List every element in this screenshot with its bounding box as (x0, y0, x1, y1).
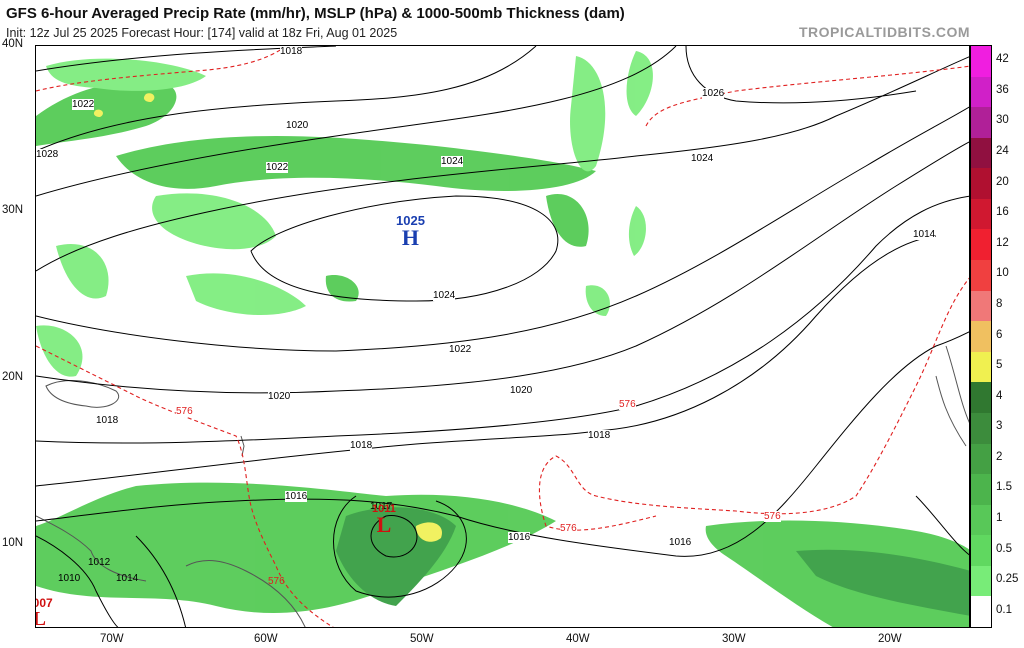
low-pressure-value: 1007 (36, 596, 53, 610)
chart-title: GFS 6-hour Averaged Precip Rate (mm/hr),… (6, 5, 625, 22)
lon-label-50w: 50W (410, 633, 434, 645)
isobar-label: 1022 (72, 99, 95, 110)
legend-swatch (971, 535, 991, 567)
isobar-label: 1022 (266, 162, 289, 173)
legend-swatch (971, 290, 991, 322)
map-canvas (36, 46, 969, 627)
legend-label: 0.1 (996, 603, 1012, 616)
legend-swatch (971, 351, 991, 383)
legend-swatch (971, 260, 991, 292)
isobar-label: 1022 (449, 344, 472, 355)
legend-label: 30 (996, 114, 1009, 127)
isobar-label: 1024 (433, 290, 456, 301)
thickness-576 (36, 46, 969, 627)
legend-swatch (971, 107, 991, 139)
isobar-label: 1020 (286, 120, 309, 131)
legend-swatch (971, 321, 991, 353)
precip-areas (36, 51, 969, 627)
legend-swatch (971, 76, 991, 108)
legend-label: 1 (996, 511, 1003, 524)
precip-legend (970, 45, 992, 628)
isobar-label: 1018 (96, 415, 119, 426)
isobar-label: 1020 (268, 391, 291, 402)
low-pressure-symbol: L (36, 609, 53, 627)
high-pressure-value: 1025 (396, 213, 425, 228)
legend-swatch (971, 229, 991, 261)
weather-map: 1018 1022 1020 1028 1022 1024 1026 1024 … (35, 45, 970, 628)
isobar-label: 1016 (285, 491, 308, 502)
isobar-label: 1026 (702, 88, 725, 99)
thickness-label: 576 (619, 399, 636, 410)
lat-label-30n: 30N (2, 204, 24, 216)
legend-label: 8 (996, 297, 1003, 310)
legend-swatch (971, 137, 991, 169)
isobar-label: 1018 (280, 46, 303, 57)
legend-label: 6 (996, 328, 1003, 341)
legend-swatch (971, 596, 991, 628)
legend-label: 0.5 (996, 542, 1012, 555)
lon-label-70w: 70W (100, 633, 124, 645)
legend-swatch (971, 474, 991, 506)
legend-swatch (971, 565, 991, 597)
lon-label-60w: 60W (254, 633, 278, 645)
legend-label: 2 (996, 450, 1003, 463)
thickness-label: 576 (176, 406, 193, 417)
isobar-label: 1010 (58, 573, 81, 584)
legend-label: 0.25 (996, 573, 1019, 586)
low-pressure-center-west: 1007 L (36, 596, 53, 627)
lat-label-40n: 40N (2, 38, 24, 50)
lon-label-20w: 20W (878, 633, 902, 645)
high-pressure-center: 1025 H (396, 213, 425, 250)
isobar-label: 1014 (116, 573, 139, 584)
legend-swatch (971, 412, 991, 444)
low-pressure-symbol: L (376, 512, 392, 537)
thickness-label: 576 (268, 576, 285, 587)
legend-label: 1.5 (996, 481, 1012, 494)
brand-watermark: TROPICALTIDBITS.COM (798, 24, 970, 40)
high-pressure-symbol: H (401, 225, 420, 250)
legend-label: 5 (996, 359, 1003, 372)
isobar-label: 1014 (913, 229, 936, 240)
legend-swatch (971, 198, 991, 230)
legend-swatch (971, 443, 991, 475)
low-pressure-value: 1011 (372, 503, 396, 515)
lon-label-30w: 30W (722, 633, 746, 645)
legend-label: 36 (996, 83, 1009, 96)
isobar-label: 1024 (691, 153, 714, 164)
thickness-label: 576 (560, 523, 577, 534)
isobar-label: 1017 (370, 501, 393, 512)
legend-label: 20 (996, 175, 1009, 188)
legend-swatch (971, 168, 991, 200)
isobar-label: 1020 (510, 385, 533, 396)
isobar-label: 1016 (508, 532, 531, 543)
lon-label-40w: 40W (566, 633, 590, 645)
legend-label: 42 (996, 53, 1009, 66)
isobars (36, 46, 969, 627)
coastlines (36, 345, 969, 627)
legend-label: 12 (996, 236, 1009, 249)
chart-subtitle: Init: 12z Jul 25 2025 Forecast Hour: [17… (6, 26, 398, 40)
legend-label: 16 (996, 206, 1009, 219)
lat-label-20n: 20N (2, 371, 24, 383)
legend-swatch (971, 46, 991, 77)
isobar-label: 1016 (669, 537, 692, 548)
legend-label: 3 (996, 420, 1003, 433)
lat-label-10n: 10N (2, 537, 24, 549)
isobar-label: 1012 (88, 557, 111, 568)
legend-label: 24 (996, 145, 1009, 158)
isobar-label: 1018 (350, 440, 373, 451)
low-pressure-center: 1011 L (372, 503, 396, 537)
legend-label: 10 (996, 267, 1009, 280)
legend-label: 4 (996, 389, 1003, 402)
isobar-label: 1028 (36, 149, 59, 160)
legend-swatch (971, 382, 991, 414)
thickness-label: 576 (764, 511, 781, 522)
isobar-label: 1024 (441, 156, 464, 167)
legend-swatch (971, 504, 991, 536)
isobar-label: 1018 (588, 430, 611, 441)
